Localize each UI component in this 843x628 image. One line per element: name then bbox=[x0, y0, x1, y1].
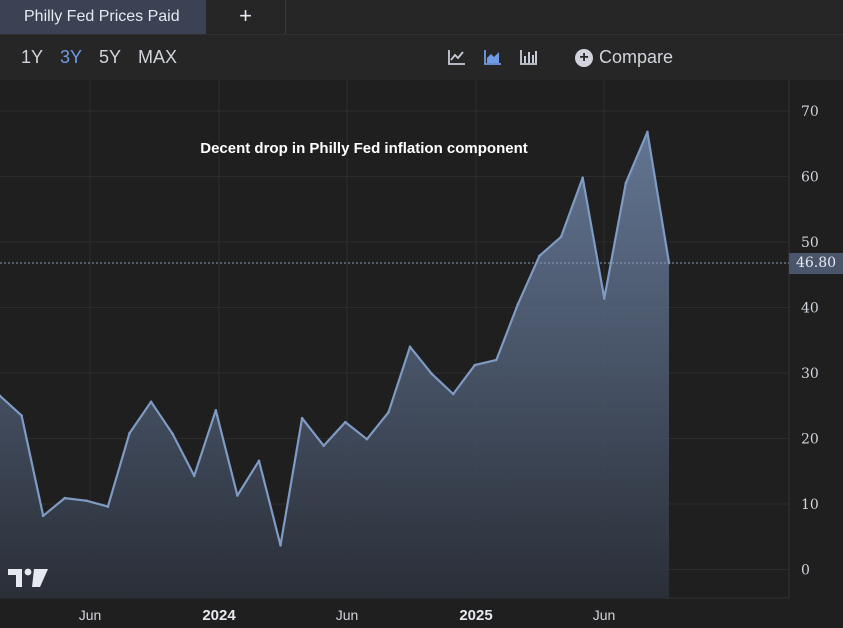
price-chart[interactable]: Decent drop in Philly Fed inflation comp… bbox=[0, 80, 843, 628]
data-point-19 bbox=[408, 345, 412, 349]
range-max-button[interactable]: MAX bbox=[138, 47, 178, 67]
x-axis: Jun 2024 Jun 2025 Jun bbox=[79, 607, 616, 624]
data-point-28 bbox=[602, 297, 606, 300]
x-tick-label-2: Jun bbox=[336, 607, 359, 623]
compare-button[interactable]: + Compare bbox=[575, 45, 673, 69]
y-tick-label-5: 50 bbox=[801, 235, 819, 251]
x-tick-label-1: 2024 bbox=[202, 607, 236, 624]
y-tick-label-2: 20 bbox=[801, 432, 819, 448]
tab-bar: Philly Fed Prices Paid + bbox=[0, 0, 843, 35]
data-point-7 bbox=[149, 400, 153, 404]
tradingview-logo-icon bbox=[8, 568, 48, 587]
data-point-8 bbox=[171, 432, 174, 436]
data-point-9 bbox=[192, 474, 196, 478]
plus-circle-icon: + bbox=[575, 49, 593, 67]
data-point-0 bbox=[0, 394, 2, 398]
series-points bbox=[0, 130, 671, 547]
last-value-tag: 46.80 bbox=[789, 253, 843, 274]
range-3y-button[interactable]: 3Y bbox=[60, 47, 83, 67]
y-tick-label-1: 10 bbox=[801, 497, 819, 513]
data-point-5 bbox=[106, 505, 110, 508]
data-point-17 bbox=[365, 437, 369, 441]
data-point-6 bbox=[128, 431, 131, 435]
series-area bbox=[0, 132, 669, 598]
tab-philly-fed-prices-paid[interactable]: Philly Fed Prices Paid bbox=[0, 0, 206, 34]
chart-title: Decent drop in Philly Fed inflation comp… bbox=[200, 140, 528, 157]
data-point-24 bbox=[516, 302, 520, 306]
data-point-23 bbox=[495, 358, 498, 362]
data-point-12 bbox=[257, 459, 261, 463]
chart-toolbar: 1Y 3Y 5Y MAX + Compare bbox=[0, 35, 843, 80]
add-tab-button[interactable]: + bbox=[206, 0, 286, 34]
data-point-4 bbox=[85, 499, 88, 503]
data-point-22 bbox=[473, 363, 477, 367]
x-tick-label-3: 2025 bbox=[459, 607, 492, 624]
data-point-29 bbox=[624, 181, 628, 185]
area-chart-icon[interactable] bbox=[482, 46, 504, 68]
y-tick-label-4: 40 bbox=[801, 301, 819, 317]
y-tick-label-3: 30 bbox=[801, 366, 819, 382]
data-point-2 bbox=[41, 514, 45, 518]
data-point-26 bbox=[559, 235, 563, 239]
data-point-10 bbox=[214, 409, 218, 412]
data-point-30 bbox=[646, 130, 649, 134]
data-point-25 bbox=[538, 254, 541, 258]
data-point-15 bbox=[322, 444, 326, 448]
bar-chart-icon[interactable] bbox=[518, 46, 540, 68]
series-line bbox=[0, 130, 671, 547]
y-tick-label-6: 60 bbox=[801, 170, 819, 186]
data-point-20 bbox=[430, 372, 433, 375]
range-1y-button[interactable]: 1Y bbox=[21, 47, 44, 67]
y-axis: 0 10 20 30 40 50 60 70 bbox=[801, 104, 819, 579]
data-point-13 bbox=[279, 543, 282, 547]
y-tick-label-7: 70 bbox=[801, 104, 819, 120]
data-point-11 bbox=[236, 494, 239, 497]
data-point-14 bbox=[300, 416, 304, 420]
data-point-3 bbox=[63, 496, 67, 500]
x-tick-label-4: Jun bbox=[593, 607, 616, 623]
data-point-16 bbox=[343, 420, 347, 424]
data-point-1 bbox=[20, 414, 23, 417]
data-point-27 bbox=[581, 176, 584, 180]
data-point-21 bbox=[451, 392, 455, 396]
range-5y-button[interactable]: 5Y bbox=[99, 47, 122, 67]
data-point-18 bbox=[387, 411, 390, 414]
compare-label: Compare bbox=[599, 47, 674, 67]
y-tick-label-0: 0 bbox=[801, 563, 810, 579]
x-tick-label-0: Jun bbox=[79, 607, 102, 623]
line-chart-icon[interactable] bbox=[446, 46, 468, 68]
